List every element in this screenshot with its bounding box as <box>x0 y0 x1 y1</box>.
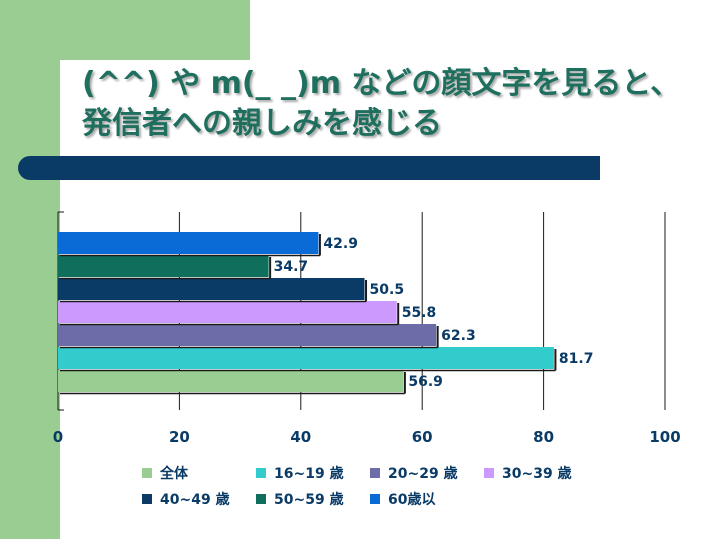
legend-item-total: 全体 <box>142 463 256 483</box>
legend-label: 60歳以 <box>388 492 436 508</box>
legend-swatch <box>142 494 152 504</box>
x-tick-label: 20 <box>169 428 190 446</box>
legend-swatch <box>256 494 266 504</box>
slide-title: (^^) や m(_ _)m などの顔文字を見ると、発信者への親しみを感じる <box>82 66 681 141</box>
legend-swatch <box>370 494 380 504</box>
x-tick-label: 60 <box>412 428 433 446</box>
x-tick-label: 80 <box>533 428 554 446</box>
x-tick-label: 100 <box>649 428 680 446</box>
legend-swatch <box>484 468 494 478</box>
title-rule <box>18 156 600 180</box>
data-label: 56.9 <box>408 374 443 390</box>
data-label: 81.7 <box>559 351 594 367</box>
legend-item-20-29: 20~29 歳 <box>370 463 484 483</box>
data-label: 62.3 <box>441 328 476 344</box>
legend-item-50-59: 50~59 歳 <box>256 489 370 509</box>
bar <box>58 370 404 392</box>
x-tick-label: 0 <box>53 428 63 446</box>
bar <box>58 255 269 277</box>
legend-row: 全体 16~19 歳 20~29 歳 30~39 歳 <box>142 460 612 486</box>
legend-label: 40~49 歳 <box>160 492 230 508</box>
data-label: 34.7 <box>274 259 309 275</box>
bar <box>58 232 319 254</box>
legend-row: 40~49 歳 50~59 歳 60歳以 <box>142 486 612 512</box>
top-decor-band <box>0 0 250 60</box>
legend-label: 16~19 歳 <box>274 466 344 482</box>
legend-item-30-39: 30~39 歳 <box>484 463 598 483</box>
left-decor-band <box>0 0 60 539</box>
legend-label: 50~59 歳 <box>274 492 344 508</box>
chart-legend: 全体 16~19 歳 20~29 歳 30~39 歳 40~49 歳 50~59… <box>142 460 612 512</box>
chart-value-labels: 56.9 81.7 62.355.8 50.5 34.7 42.9 <box>274 236 594 390</box>
legend-swatch <box>142 468 152 478</box>
legend-item-16-19: 16~19 歳 <box>256 463 370 483</box>
x-tick-label: 40 <box>290 428 311 446</box>
bar <box>58 324 437 346</box>
bar <box>58 278 365 300</box>
chart-axis: 0 20 40 60 80 100 <box>53 211 681 446</box>
bar <box>58 301 397 323</box>
legend-item-40-49: 40~49 歳 <box>142 489 256 509</box>
legend-label: 全体 <box>160 466 188 482</box>
legend-item-60-plus: 60歳以 <box>370 489 484 509</box>
legend-swatch <box>256 468 266 478</box>
legend-swatch <box>370 468 380 478</box>
legend-label: 20~29 歳 <box>388 466 458 482</box>
legend-label: 30~39 歳 <box>502 466 572 482</box>
bar <box>58 347 554 369</box>
data-label: 50.5 <box>370 282 405 298</box>
chart-bars <box>58 232 557 395</box>
data-label: 55.8 <box>402 305 437 321</box>
data-label: 42.9 <box>323 236 358 252</box>
